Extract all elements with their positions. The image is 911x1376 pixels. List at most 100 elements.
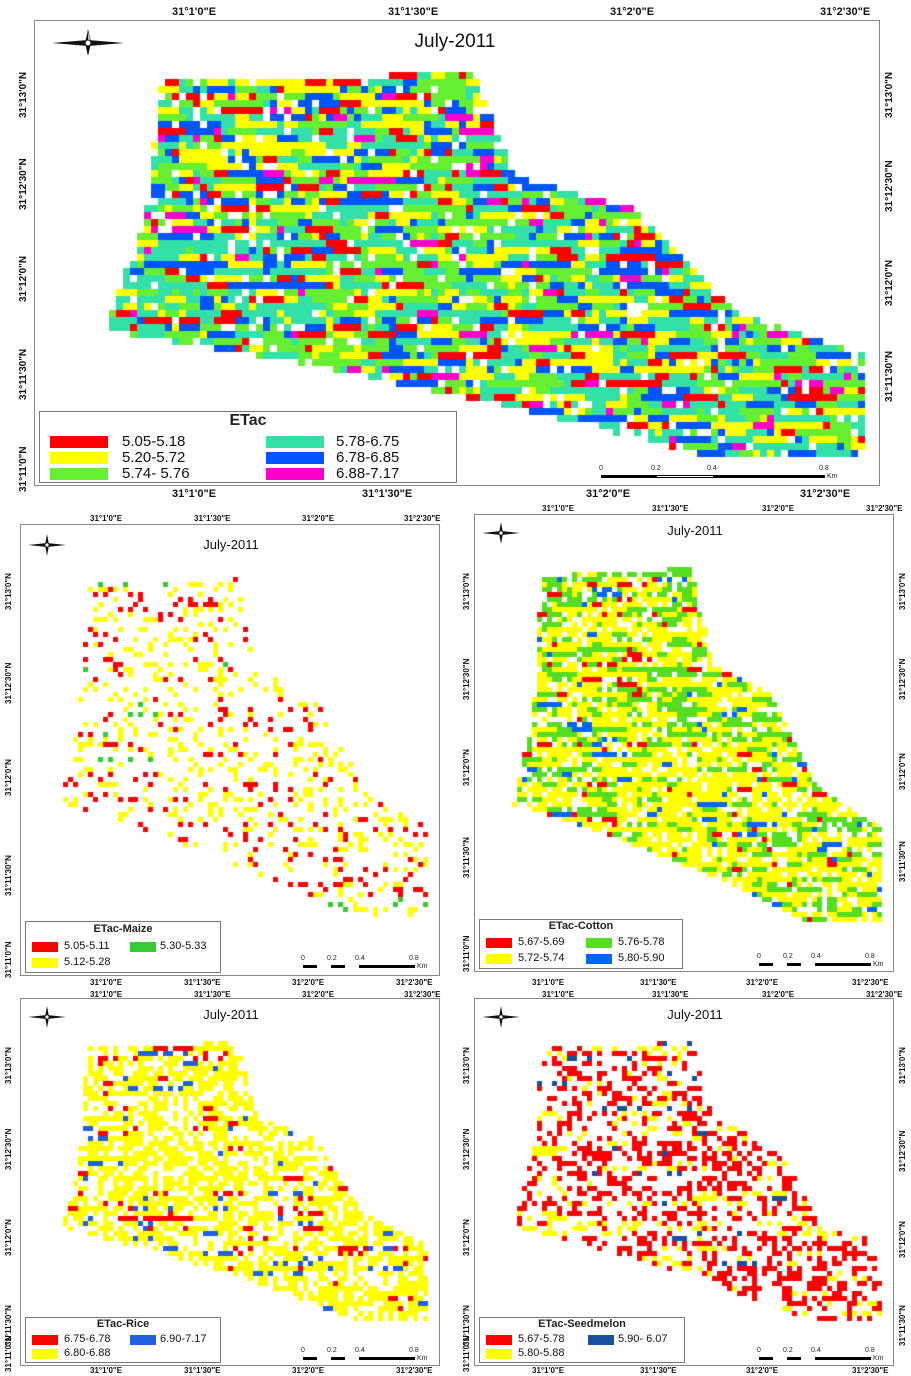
x-tick-top: 31°1'30"E: [652, 504, 689, 513]
x-tick-bottom: 31°2'30"E: [800, 488, 851, 500]
scale-unit: Km: [417, 1355, 428, 1362]
legend-label: 5.12-5.28: [64, 956, 111, 968]
y-tick-left: 31°11'0"N: [4, 941, 13, 978]
scale-tick: 0.4: [707, 465, 717, 472]
x-tick-bottom: 31°1'30"E: [640, 1366, 677, 1375]
y-tick-right: 31°12'30"N: [898, 658, 907, 700]
legend-label: 5.90- 6.07: [618, 1333, 668, 1345]
x-tick-top: 31°1'0"E: [90, 514, 123, 523]
x-tick-top: 31°2'30"E: [404, 514, 441, 523]
legend-swatch: [32, 958, 58, 968]
scale-tick: 0.2: [327, 1347, 337, 1354]
y-tick-left: 31°12'0"N: [4, 759, 13, 796]
map-frame: July-2011 ETac-Rice 6.75-6.78 6.90-7.17 …: [20, 998, 440, 1366]
y-tick-left: 31°11'0"N: [18, 446, 29, 492]
map-title: July-2011: [203, 1007, 259, 1022]
map-title: July-2011: [414, 31, 496, 52]
legend-swatch: [32, 1349, 58, 1359]
x-tick-bottom: 31°1'0"E: [90, 1366, 123, 1375]
x-tick-top: 31°1'30"E: [388, 6, 439, 18]
y-tick-left: 31°12'0"N: [462, 749, 471, 786]
legend-label: 5.72-5.74: [518, 952, 565, 964]
raster-map-rice: [21, 999, 439, 1365]
y-tick-right: 31°13'0"N: [884, 71, 895, 118]
scale-tick: 0.2: [327, 955, 337, 962]
x-tick-bottom: 31°2'30"E: [396, 1366, 433, 1375]
legend-label: 6.90-7.17: [160, 1333, 207, 1345]
legend-swatch: [486, 954, 512, 964]
y-tick-left: 31°12'30"N: [462, 658, 471, 700]
legend-label: 5.74- 5.76: [122, 465, 190, 482]
x-tick-bottom: 31°2'0"E: [746, 978, 779, 987]
x-tick-top: 31°2'30"E: [866, 504, 903, 513]
scale-tick: 0.2: [651, 465, 661, 472]
compass-rose-icon: [51, 29, 125, 62]
scale-tick: 0: [301, 1347, 305, 1354]
y-tick-left: 31°13'0"N: [462, 1047, 471, 1084]
x-tick-bottom: 31°1'0"E: [532, 978, 565, 987]
y-tick-left: 31°12'30"N: [4, 662, 13, 704]
scale-tick: 0.8: [865, 1347, 875, 1354]
x-tick-bottom: 31°1'0"E: [90, 978, 123, 987]
scale-unit: Km: [873, 1355, 884, 1362]
y-tick-left: 31°11'0"N: [4, 1335, 13, 1372]
x-tick-top: 31°1'0"E: [542, 990, 575, 999]
y-tick-left: 31°13'0"N: [462, 573, 471, 610]
legend-title: ETac-Maize: [93, 923, 153, 935]
legend-swatch: [588, 1335, 614, 1345]
x-tick-top: 31°1'30"E: [194, 514, 231, 523]
y-tick-right: 31°12'0"N: [898, 1221, 907, 1258]
scale-tick: 0.4: [811, 1347, 821, 1354]
raster-map-cotton: [475, 515, 893, 971]
legend-label: 5.30-5.33: [160, 940, 207, 952]
x-tick-top: 31°2'0"E: [302, 514, 335, 523]
map-frame: July-2011 ETac-Seedmelon 5.67-5.78 5.90-…: [474, 998, 894, 1366]
x-tick-bottom: 31°1'30"E: [184, 1366, 221, 1375]
map-frame: July-2011 ETac-Maize 5.05-5.11 5.30-5.33…: [20, 524, 440, 976]
compass-rose-icon: [481, 1005, 521, 1034]
y-tick-right: 31°13'0"N: [898, 1047, 907, 1084]
y-tick-right: 31°13'0"N: [898, 573, 907, 610]
scale-tick: 0.4: [355, 955, 365, 962]
y-tick-left: 31°11'30"N: [18, 348, 29, 400]
x-tick-top: 31°1'0"E: [172, 6, 217, 18]
legend: ETac-Maize 5.05-5.11 5.30-5.33 5.12-5.28: [25, 921, 221, 973]
legend-swatch: [266, 468, 324, 480]
y-tick-left: 31°12'30"N: [462, 1128, 471, 1170]
legend-label: 6.88-7.17: [336, 465, 400, 482]
y-tick-left: 31°11'30"N: [462, 837, 471, 878]
x-tick-top: 31°2'30"E: [404, 990, 441, 999]
legend: ETac-Seedmelon 5.67-5.78 5.90- 6.07 5.80…: [479, 1317, 685, 1363]
scale-bar: 0 0.2 0.4 0.8 Km: [599, 465, 841, 483]
scale-tick: 0.4: [355, 1347, 365, 1354]
scale-tick: 0: [301, 955, 305, 962]
x-tick-top: 31°2'0"E: [302, 990, 335, 999]
legend-label: 6.80-6.88: [64, 1347, 111, 1359]
x-tick-top: 31°2'30"E: [820, 6, 871, 18]
legend-label: 5.80-5.90: [618, 952, 665, 964]
scale-tick: 0.8: [409, 1347, 419, 1354]
x-tick-bottom: 31°2'30"E: [852, 978, 889, 987]
legend-swatch: [130, 942, 156, 952]
x-tick-bottom: 31°2'30"E: [852, 1366, 889, 1375]
x-tick-bottom: 31°2'0"E: [586, 488, 631, 500]
legend: ETac-Cotton 5.67-5.69 5.76-5.78 5.72-5.7…: [479, 919, 683, 969]
legend-swatch: [32, 942, 58, 952]
y-tick-left: 31°12'30"N: [18, 158, 29, 210]
x-tick-bottom: 31°1'30"E: [184, 978, 221, 987]
scale-tick: 0.8: [865, 953, 875, 960]
legend-swatch: [486, 1335, 512, 1345]
raster-map-etac: [35, 21, 879, 485]
x-tick-top: 31°2'0"E: [610, 6, 655, 18]
legend-label: 5.05-5.11: [64, 940, 110, 952]
legend-title: ETac-Rice: [96, 1318, 150, 1330]
legend-swatch: [586, 954, 612, 964]
legend-swatch: [50, 468, 108, 480]
x-tick-top: 31°2'0"E: [762, 990, 795, 999]
legend-swatch: [486, 1349, 512, 1359]
map-frame: July-2011 ETac-Cotton 5.67-5.69 5.76-5.7…: [474, 514, 894, 972]
legend-swatch: [586, 938, 612, 948]
scale-tick: 0: [757, 953, 761, 960]
compass-rose-icon: [27, 533, 67, 562]
scale-unit: Km: [417, 963, 428, 970]
